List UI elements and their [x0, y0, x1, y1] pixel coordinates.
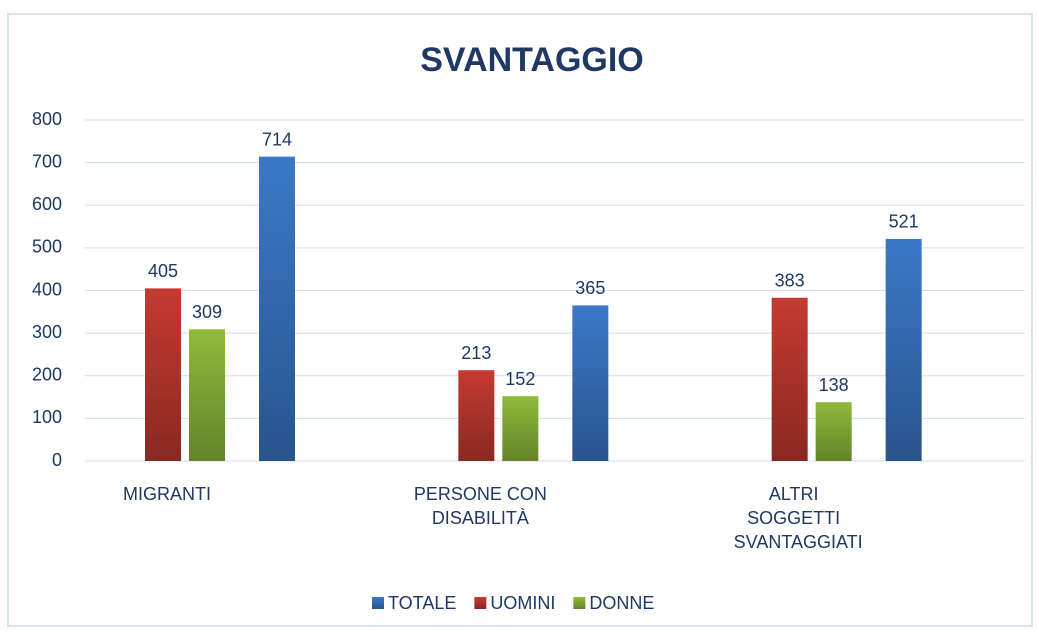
- bar: [572, 305, 609, 461]
- y-tick-label: 800: [32, 109, 62, 129]
- y-tick-label: 100: [32, 407, 62, 427]
- x-tick-label: MIGRANTI: [123, 484, 211, 504]
- bar: [885, 238, 922, 461]
- y-tick-label: 500: [32, 237, 62, 257]
- y-tick-label: 200: [32, 365, 62, 385]
- legend-label: UOMINI: [490, 593, 555, 613]
- bar: [502, 396, 539, 461]
- bar: [771, 297, 808, 461]
- data-label: 365: [575, 278, 605, 298]
- data-label: 714: [262, 129, 292, 149]
- y-tick-label: 300: [32, 322, 62, 342]
- bar: [815, 402, 852, 461]
- bar: [458, 370, 495, 461]
- data-label: 521: [889, 212, 919, 232]
- data-label: 383: [775, 270, 805, 290]
- y-tick-label: 600: [32, 194, 62, 214]
- x-tick-label: PERSONE CON DISABILITÀ: [413, 484, 547, 528]
- bar: [189, 329, 225, 461]
- chart-title: SVANTAGGIO: [420, 41, 644, 79]
- legend-label: DONNE: [589, 593, 654, 613]
- legend-swatch: [474, 597, 487, 609]
- bar: [145, 288, 181, 461]
- y-tick-label: 400: [32, 279, 62, 299]
- data-label: 152: [505, 369, 535, 389]
- legend-swatch: [372, 597, 384, 609]
- bar: [259, 156, 295, 461]
- y-tick-label: 0: [52, 450, 62, 470]
- y-tick-label: 700: [32, 151, 62, 171]
- data-label: 405: [148, 261, 178, 281]
- data-label: 213: [461, 343, 491, 363]
- data-label: 138: [819, 375, 849, 395]
- data-label: 309: [192, 302, 222, 322]
- legend-swatch: [573, 597, 586, 609]
- legend-label: TOTALE: [388, 593, 456, 613]
- x-tick-label: ALTRI SOGGETTI SVANTAGGIATI: [733, 484, 863, 552]
